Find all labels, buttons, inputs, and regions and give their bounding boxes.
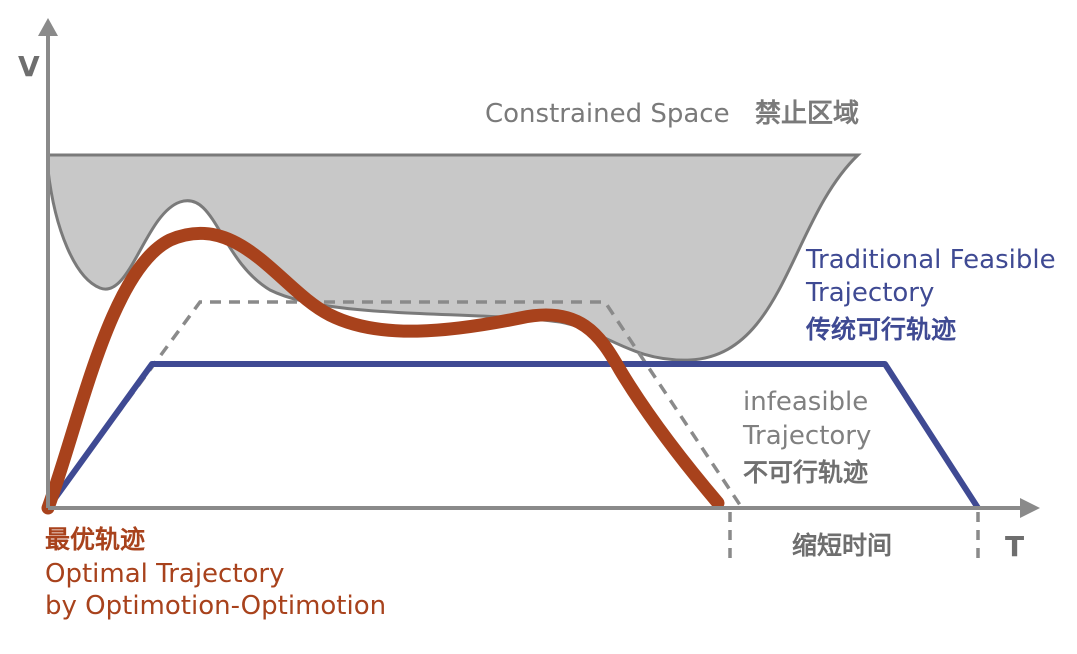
infeasible-label-line2: Trajectory — [742, 421, 871, 451]
optimal-label-line2: by Optimotion-Optimotion — [45, 591, 386, 621]
infeasible-trajectory-line — [46, 300, 742, 510]
traditional-trajectory-line — [45, 361, 981, 510]
constrained-space-region — [46, 153, 862, 362]
traditional-label-line1: Traditional Feasible — [805, 245, 1056, 275]
x-axis-arrow-icon — [1020, 498, 1040, 518]
optimal-label-cn: 最优轨迹 — [45, 525, 145, 554]
traditional-label-line2: Trajectory — [805, 278, 934, 308]
optimal-trajectory-line — [41, 226, 725, 515]
constrained-space-label: Constrained Space — [485, 99, 730, 129]
infeasible-label-line1: infeasible — [743, 387, 868, 417]
y-axis-arrow-icon — [38, 18, 58, 36]
traditional-label-cn: 传统可行轨迹 — [805, 315, 956, 344]
optimal-label-line1: Optimal Trajectory — [45, 559, 285, 589]
constrained-space-label-cn: 禁止区域 — [755, 99, 859, 129]
infeasible-label-cn: 不可行轨迹 — [743, 458, 868, 487]
y-axis-label: V — [18, 50, 40, 83]
x-axis-label: T — [1005, 530, 1024, 563]
time-saving-label: 缩短时间 — [792, 531, 892, 560]
